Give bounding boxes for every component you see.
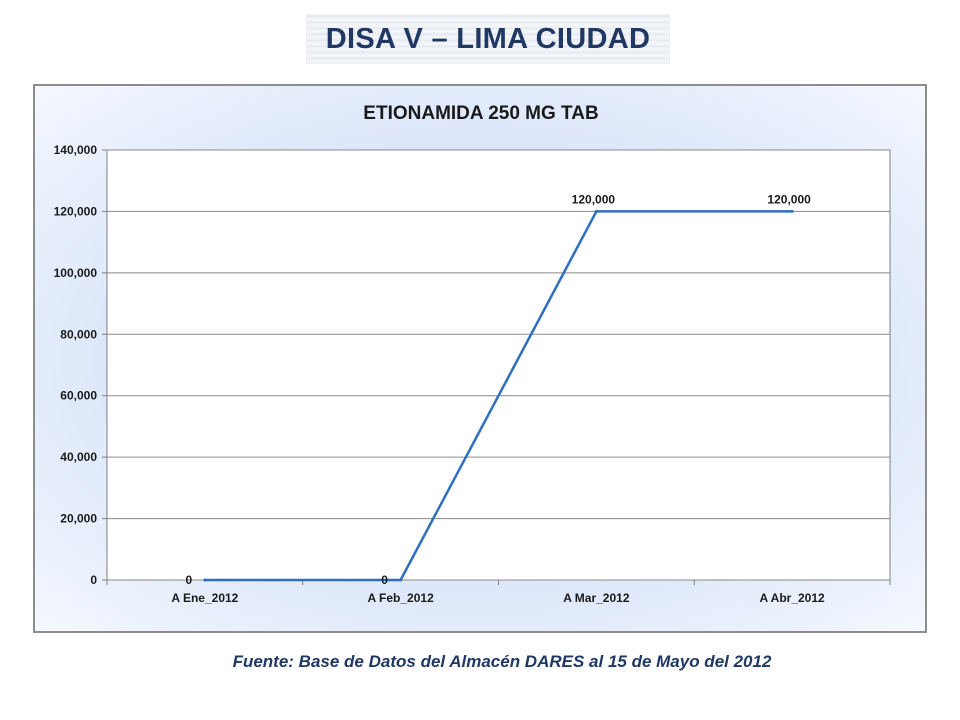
x-axis-ticks: A Ene_2012 A Feb_2012 A Mar_2012 A Abr_2012 [171, 591, 825, 605]
plot-background [106, 149, 891, 581]
data-label: 120,000 [767, 192, 811, 206]
series-line [204, 210, 793, 582]
chart-area: 0 20,000 40,000 60,000 80,000 100,000 120,000 1… [33, 84, 927, 633]
data-point [399, 578, 403, 582]
y-tick-label: 40,000 [60, 450, 97, 464]
x-tick-label: A Mar_2012 [563, 591, 630, 605]
data-label: 0 [381, 573, 388, 587]
data-point [203, 578, 207, 582]
y-tick-label: 20,000 [60, 512, 97, 526]
x-tick-label: A Abr_2012 [760, 591, 825, 605]
data-labels: 0 0 120,000 120,000 [186, 192, 812, 587]
y-tick-label: 0 [90, 573, 97, 587]
data-label: 0 [186, 573, 193, 587]
data-point [594, 209, 598, 213]
y-axis-ticks: 0 20,000 40,000 60,000 80,000 100,000 120,000 1… [54, 143, 98, 587]
x-tick-label: A Feb_2012 [367, 591, 434, 605]
y-tick-label: 100,000 [54, 266, 98, 280]
chart-title: ETIONAMIDA 250 MG TAB [363, 103, 598, 124]
line-chart: 0 20,000 40,000 60,000 80,000 100,000 120,000 1… [54, 103, 891, 605]
y-tick-label: 80,000 [60, 327, 97, 341]
y-tick-label: 60,000 [60, 389, 97, 403]
plot-area [106, 149, 891, 581]
x-tick-label: A Ene_2012 [171, 591, 238, 605]
series-group [203, 209, 794, 582]
data-point [790, 209, 794, 213]
title-banner: DISA V – LIMA CIUDAD [306, 14, 670, 64]
y-tick-label: 140,000 [54, 143, 98, 157]
data-label: 120,000 [572, 192, 616, 206]
source-note: Fuente: Base de Datos del Almacén DARES … [232, 652, 772, 671]
y-tick-label: 120,000 [54, 204, 98, 218]
page-title: DISA V – LIMA CIUDAD [325, 22, 651, 55]
